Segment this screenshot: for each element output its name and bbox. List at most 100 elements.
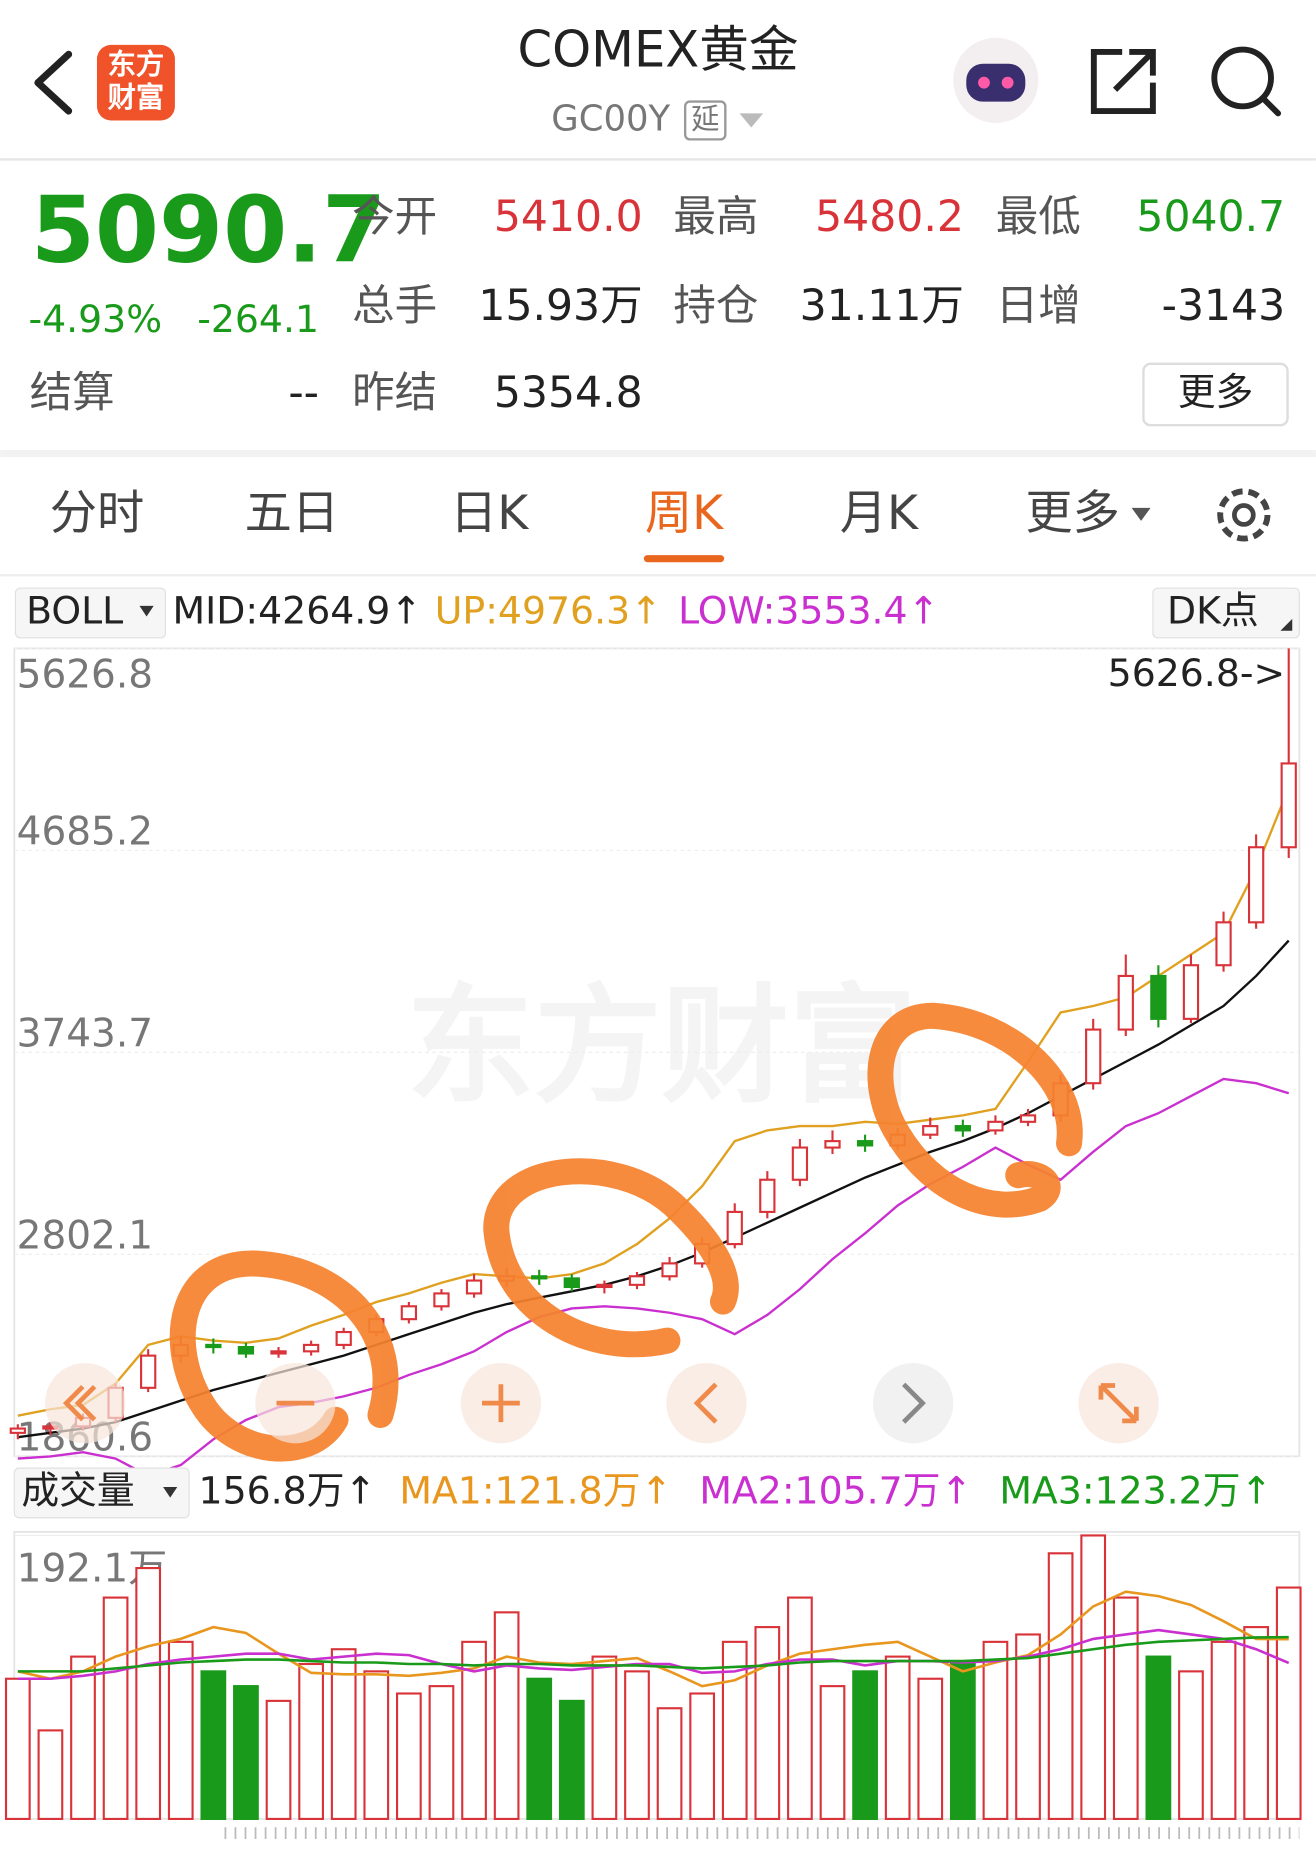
legend-entry: MID:4264.9↑ <box>173 589 422 633</box>
candle-body <box>237 1345 255 1355</box>
rewind-icon <box>62 1384 97 1422</box>
volume-bar <box>852 1670 878 1820</box>
stat-value: 15.93万 <box>478 282 642 331</box>
volume-bar <box>689 1692 716 1820</box>
volume-bar <box>1210 1640 1237 1820</box>
legend-entry: MA1:121.8万↑ <box>399 1468 672 1512</box>
indicator-dropdown <box>139 605 154 617</box>
settings-icon[interactable] <box>1217 488 1271 542</box>
tab-dropdown <box>1131 507 1151 521</box>
y-tick-label: 3743.7 <box>17 1011 153 1056</box>
watermark: 东方财富 <box>406 973 916 1121</box>
ma-line <box>17 1628 1290 1681</box>
volume-bar <box>37 1729 64 1820</box>
volume-dropdown <box>163 1487 178 1498</box>
volume-bar <box>330 1648 357 1820</box>
volume-bar <box>395 1692 422 1820</box>
legend-entry: MA3:123.2万↑ <box>999 1468 1272 1512</box>
volume-bar <box>949 1662 976 1820</box>
stat-value: 5480.2 <box>815 193 964 242</box>
indicator-name: BOLL <box>26 589 123 633</box>
volume-bar <box>721 1640 748 1820</box>
candle-body <box>922 1125 939 1136</box>
search-handle <box>1259 95 1282 117</box>
gear-teeth <box>1217 488 1271 542</box>
chart-controls <box>44 1363 1159 1444</box>
code: GC00Y <box>551 98 670 139</box>
volume-bar <box>265 1699 292 1820</box>
candle-body <box>759 1178 776 1213</box>
volume-bar <box>982 1640 1009 1820</box>
volume-bar <box>1080 1534 1107 1820</box>
candle-body <box>400 1305 418 1321</box>
logo[interactable] <box>96 44 175 121</box>
candle-body <box>1215 921 1232 967</box>
volume-bar <box>1243 1626 1270 1820</box>
next-button[interactable] <box>872 1363 954 1444</box>
stat-value: 31.11万 <box>800 282 964 331</box>
divider <box>0 574 1316 577</box>
tab[interactable]: 周K <box>645 486 724 541</box>
boll-line <box>17 939 1290 1439</box>
y-tick-label: 2802.1 <box>17 1213 153 1258</box>
robot-eye <box>978 76 990 89</box>
annotation-circle <box>867 1002 1083 1218</box>
volume-bar <box>4 1677 31 1820</box>
candle-body <box>987 1120 1004 1132</box>
dk-button[interactable] <box>1152 587 1300 639</box>
change-pct: -4.93% <box>28 297 162 341</box>
candle-body <box>465 1279 483 1295</box>
candle-body <box>270 1350 287 1355</box>
more-button[interactable] <box>1142 362 1289 427</box>
volume-bar <box>624 1670 650 1820</box>
code-dropdown[interactable] <box>739 113 764 128</box>
rewind-button[interactable] <box>44 1363 126 1444</box>
tab[interactable]: 分时 <box>50 486 144 541</box>
candle-body <box>824 1140 841 1149</box>
indicator-select[interactable] <box>14 587 167 639</box>
volume-select[interactable] <box>13 1467 190 1519</box>
volume-bar <box>1112 1596 1139 1820</box>
stat-label: 最高 <box>673 193 758 242</box>
volume-bar <box>428 1685 455 1820</box>
volume-bar <box>754 1626 781 1820</box>
volume-name: 成交量 <box>21 1468 134 1512</box>
candle-body <box>302 1343 320 1353</box>
volume-bar <box>167 1640 194 1820</box>
tab[interactable]: 日K <box>450 486 529 541</box>
stat-label: 最低 <box>996 193 1081 242</box>
boll-line <box>17 787 1290 1417</box>
divider <box>0 450 1316 458</box>
candle-body <box>205 1343 222 1349</box>
candle-body <box>856 1140 874 1147</box>
candle-body <box>433 1292 450 1308</box>
candle-body <box>140 1354 157 1389</box>
search-icon[interactable] <box>1211 46 1274 110</box>
candle-body <box>1117 974 1134 1031</box>
title: COMEX黄金 <box>518 21 799 79</box>
stat-value: -- <box>288 369 319 418</box>
prev-button[interactable] <box>666 1363 747 1444</box>
more-label: 更多 <box>1178 370 1254 414</box>
dk-label: DK点 <box>1167 589 1259 633</box>
back-button[interactable] <box>34 50 73 115</box>
candle-body <box>1247 846 1265 924</box>
fullscreen-icon <box>1098 1383 1139 1424</box>
delay: 延 <box>691 102 719 135</box>
volume-bar <box>526 1677 553 1820</box>
tab[interactable]: 月K <box>840 486 919 541</box>
tab[interactable]: 更多 <box>1025 486 1119 541</box>
share-icon[interactable] <box>1090 49 1156 114</box>
stat-label: 持仓 <box>673 282 758 331</box>
robot-face <box>966 63 1026 102</box>
next-icon <box>902 1382 926 1424</box>
logo-text: 财富 <box>108 81 165 114</box>
volume-bar <box>102 1596 129 1820</box>
stat-label: 总手 <box>352 282 437 331</box>
delay-box <box>683 100 727 141</box>
tab[interactable]: 五日 <box>245 486 339 541</box>
volume-bar <box>787 1596 813 1820</box>
volume-bar <box>591 1655 618 1820</box>
candle-body <box>1085 1028 1102 1085</box>
